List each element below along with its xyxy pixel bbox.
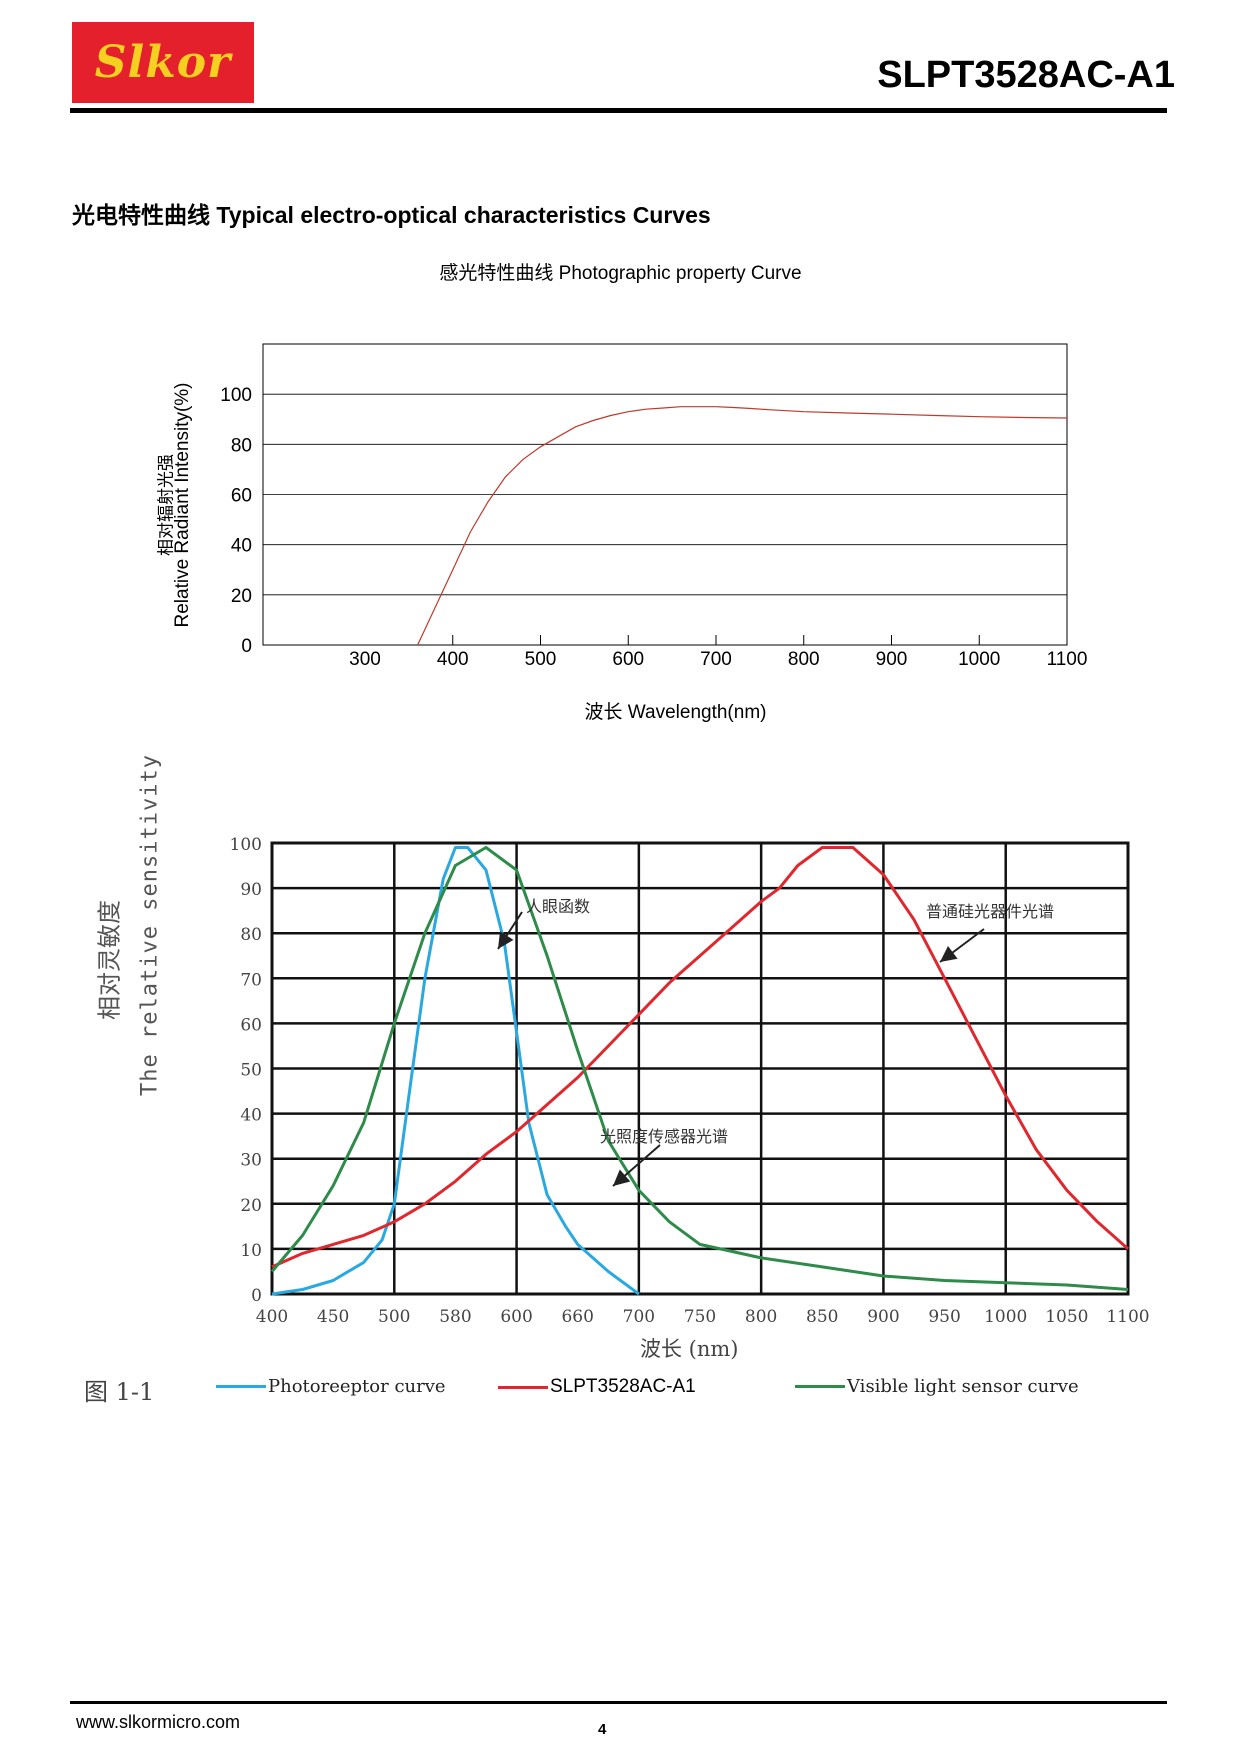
figure-label: 图 1-1 <box>84 1378 155 1406</box>
chart1-xtick-label: 1100 <box>1047 649 1088 670</box>
chart1-ytick-label: 80 <box>231 435 252 456</box>
brand-logo: Slkor <box>72 22 254 103</box>
chart2-ytick-label: 10 <box>240 1241 262 1261</box>
chart1-ytick-label: 40 <box>231 536 252 557</box>
chart1-ytick-label: 20 <box>231 586 252 607</box>
page-number: 4 <box>598 1721 607 1738</box>
chart2-xtick-label: 750 <box>684 1307 716 1327</box>
chart1-xtick-label: 400 <box>437 649 469 670</box>
chart1-xtick-label: 800 <box>788 649 820 670</box>
chart2-xtick-label: 950 <box>928 1307 960 1327</box>
chart2-ytick-label: 90 <box>240 880 262 900</box>
chart1-xtick-label: 300 <box>349 649 381 670</box>
chart2-xtick-label: 1100 <box>1106 1307 1149 1327</box>
annotation-arrow-head <box>498 931 514 949</box>
chart2-xtick-label: 800 <box>745 1307 777 1327</box>
chart1-xtick-label: 500 <box>525 649 557 670</box>
annotation-arrow-head <box>613 1169 631 1186</box>
section-title: 光电特性曲线 Typical electro-optical character… <box>72 202 711 228</box>
chart2-ytick-label: 0 <box>251 1286 262 1306</box>
legend-label: SLPT3528AC-A1 <box>550 1376 696 1397</box>
chart2-svg: 0 10 20 30 40 50 60 70 80 90 100 400 450 500 580 600 660… <box>230 835 1150 1327</box>
chart2-ytick-label: 100 <box>230 835 262 855</box>
footer-rule <box>70 1701 1167 1704</box>
legend-swatch <box>795 1385 845 1388</box>
footer-url: www.slkormicro.com <box>76 1712 241 1732</box>
chart2-xtick-label: 1000 <box>984 1307 1027 1327</box>
chart1-xtick-label: 700 <box>700 649 732 670</box>
chart1-title: 感光特性曲线 Photographic property Curve <box>439 263 802 284</box>
chart1-xtick-label: 900 <box>876 649 908 670</box>
annotation-arrow-head <box>940 946 958 962</box>
annotation-lux-sensor-spectrum: 光照度传感器光谱 <box>600 1127 729 1146</box>
chart2-xtick-label: 400 <box>256 1307 288 1327</box>
chart2-xtick-label: 580 <box>439 1307 471 1327</box>
chart1-ytick-label: 60 <box>231 486 252 507</box>
chart1-ytick-label: 0 <box>241 636 252 657</box>
chart2-series-line <box>271 846 640 1296</box>
chart2-xtick-label: 700 <box>623 1307 655 1327</box>
chart2-xtick-label: 900 <box>867 1307 899 1327</box>
legend-visible-sensor: Visible light sensor curve <box>795 1376 1079 1397</box>
chart2-series-line <box>270 846 1129 1291</box>
annotation-eye-function: 人眼函数 <box>526 897 591 916</box>
chart2-ytick-label: 20 <box>240 1196 262 1216</box>
chart2-ytick-label: 60 <box>240 1015 262 1035</box>
legend-label: Visible light sensor curve <box>847 1376 1079 1397</box>
chart2-xlabel: 波长 (nm) <box>640 1337 739 1361</box>
legend-slpt: SLPT3528AC-A1 <box>498 1376 696 1398</box>
legend-swatch <box>498 1385 548 1389</box>
chart2-xtick-label: 1050 <box>1045 1307 1088 1327</box>
chart1-series-line <box>417 406 1068 646</box>
part-number: SLPT3528AC-A1 <box>877 54 1175 96</box>
chart1-xtick-label: 1000 <box>958 649 1000 670</box>
chart1-ytick-label: 100 <box>220 385 252 406</box>
logo-text: Slkor <box>94 37 232 88</box>
chart2-xtick-label: 850 <box>806 1307 838 1327</box>
chart2-ytick-label: 50 <box>240 1061 262 1081</box>
chart1-xtick-label: 600 <box>612 649 644 670</box>
legend-label: Photoreeptor curve <box>268 1376 446 1397</box>
chart2-xtick-label: 500 <box>378 1307 410 1327</box>
annotation-silicon-spectrum: 普通硅光器件光谱 <box>926 902 1055 921</box>
chart2-ytick-label: 30 <box>240 1151 262 1171</box>
chart2-xtick-label: 600 <box>500 1307 532 1327</box>
chart2-ytick-label: 80 <box>240 925 262 945</box>
chart1-svg: 0 20 40 60 80 100 300 400 500 600 700 800 900 1000 110… <box>220 343 1088 670</box>
legend-photoreceptor: Photoreeptor curve <box>216 1376 446 1397</box>
chart2-xtick-label: 660 <box>561 1307 593 1327</box>
chart2-ytick-label: 40 <box>240 1106 262 1126</box>
chart2-ytick-label: 70 <box>240 970 262 990</box>
chart1-xlabel: 波长 Wavelength(nm) <box>584 702 767 723</box>
header-rule <box>70 108 1167 113</box>
chart2-series-line <box>271 846 1129 1269</box>
legend-swatch <box>216 1385 266 1388</box>
chart2-xtick-label: 450 <box>317 1307 349 1327</box>
